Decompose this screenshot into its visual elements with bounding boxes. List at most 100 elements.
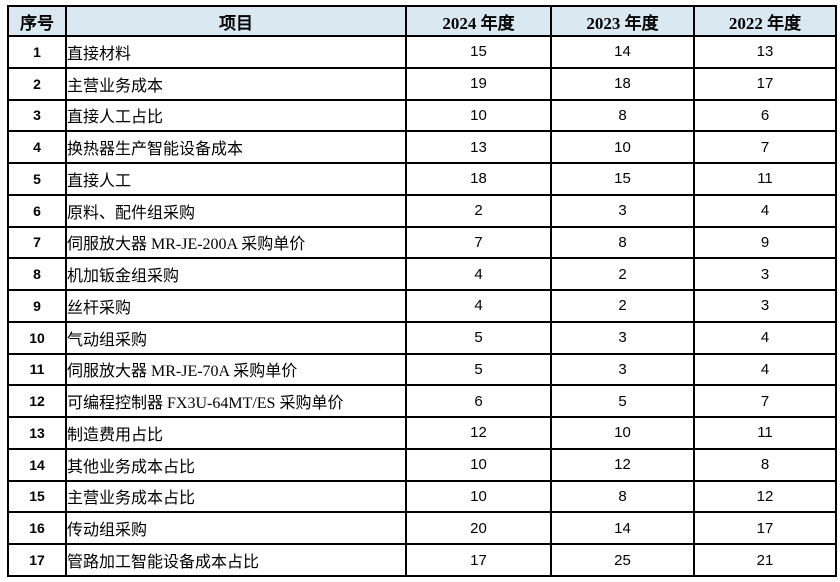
row-index-cell: 5 — [7, 162, 67, 196]
row-index-cell: 9 — [7, 289, 67, 323]
row-index-cell: 10 — [7, 320, 67, 355]
row-index-cell: 16 — [7, 511, 67, 545]
table-row: 10 气动组采购 5 3 4 — [7, 320, 837, 355]
item-name-cell: 直接材料 — [65, 35, 407, 69]
value-2024-cell: 2 — [405, 193, 552, 228]
table-row: 8 机加钣金组采购 4 2 3 — [7, 257, 837, 291]
table-row: 9 丝杆采购 4 2 3 — [7, 289, 837, 323]
value-2024-cell: 5 — [405, 352, 552, 387]
cost-items-table: 序号 项目 2024 年度 2023 年度 2022 年度 1 直接材料 15 14 1… — [7, 5, 837, 577]
row-index-cell: 13 — [7, 416, 67, 450]
value-2023-cell: 10 — [550, 416, 695, 450]
header-cell-2022: 2022 年度 — [693, 5, 837, 37]
value-2022-cell: 17 — [693, 511, 837, 545]
value-2022-cell: 9 — [693, 225, 837, 260]
table-row: 11 伺服放大器 MR-JE-70A 采购单价 5 3 4 — [7, 352, 837, 387]
item-name-cell: 丝杆采购 — [65, 289, 407, 323]
row-index-cell: 1 — [7, 35, 67, 69]
value-2023-cell: 3 — [550, 352, 695, 387]
value-2024-cell: 12 — [405, 416, 552, 450]
table-row: 3 直接人工占比 10 8 6 — [7, 98, 837, 133]
value-2024-cell: 4 — [405, 289, 552, 323]
value-2024-cell: 5 — [405, 320, 552, 355]
value-2022-cell: 3 — [693, 289, 837, 323]
row-index-cell: 8 — [7, 257, 67, 291]
item-name-cell: 主营业务成本占比 — [65, 479, 407, 514]
table-row: 7 伺服放大器 MR-JE-200A 采购单价 7 8 9 — [7, 225, 837, 260]
value-2024-cell: 19 — [405, 66, 552, 101]
table-body: 1 直接材料 15 14 13 2 主营业务成本 19 18 17 3 直接人工占比 10 8 6 4 换热器生… — [7, 35, 837, 577]
row-index-cell: 14 — [7, 447, 67, 482]
value-2024-cell: 20 — [405, 511, 552, 545]
value-2024-cell: 10 — [405, 98, 552, 133]
item-name-cell: 可编程控制器 FX3U-64MT/ES 采购单价 — [65, 384, 407, 418]
table-row: 1 直接材料 15 14 13 — [7, 35, 837, 69]
item-name-cell: 换热器生产智能设备成本 — [65, 130, 407, 164]
item-name-cell: 主营业务成本 — [65, 66, 407, 101]
row-index-cell: 11 — [7, 352, 67, 387]
row-index-cell: 4 — [7, 130, 67, 164]
value-2024-cell: 17 — [405, 543, 552, 577]
table-row: 14 其他业务成本占比 10 12 8 — [7, 447, 837, 482]
table-row: 2 主营业务成本 19 18 17 — [7, 66, 837, 101]
item-name-cell: 制造费用占比 — [65, 416, 407, 450]
row-index-cell: 12 — [7, 384, 67, 418]
value-2024-cell: 6 — [405, 384, 552, 418]
value-2022-cell: 4 — [693, 352, 837, 387]
value-2023-cell: 14 — [550, 511, 695, 545]
value-2022-cell: 13 — [693, 35, 837, 69]
header-cell-index: 序号 — [7, 5, 67, 37]
item-name-cell: 其他业务成本占比 — [65, 447, 407, 482]
value-2022-cell: 8 — [693, 447, 837, 482]
value-2023-cell: 2 — [550, 257, 695, 291]
row-index-cell: 7 — [7, 225, 67, 260]
row-index-cell: 15 — [7, 479, 67, 514]
item-name-cell: 直接人工 — [65, 162, 407, 196]
row-index-cell: 2 — [7, 66, 67, 101]
value-2024-cell: 15 — [405, 35, 552, 69]
table-row: 4 换热器生产智能设备成本 13 10 7 — [7, 130, 837, 164]
value-2024-cell: 13 — [405, 130, 552, 164]
value-2022-cell: 3 — [693, 257, 837, 291]
table-row: 6 原料、配件组采购 2 3 4 — [7, 193, 837, 228]
value-2023-cell: 5 — [550, 384, 695, 418]
value-2023-cell: 8 — [550, 225, 695, 260]
value-2023-cell: 25 — [550, 543, 695, 577]
header-row: 序号 项目 2024 年度 2023 年度 2022 年度 — [7, 5, 837, 37]
table-row: 5 直接人工 18 15 11 — [7, 162, 837, 196]
value-2023-cell: 14 — [550, 35, 695, 69]
value-2023-cell: 12 — [550, 447, 695, 482]
value-2024-cell: 18 — [405, 162, 552, 196]
row-index-cell: 3 — [7, 98, 67, 133]
table-row: 12 可编程控制器 FX3U-64MT/ES 采购单价 6 5 7 — [7, 384, 837, 418]
value-2024-cell: 7 — [405, 225, 552, 260]
item-name-cell: 原料、配件组采购 — [65, 193, 407, 228]
value-2022-cell: 11 — [693, 162, 837, 196]
value-2023-cell: 18 — [550, 66, 695, 101]
header-cell-item: 项目 — [65, 5, 407, 37]
value-2023-cell: 8 — [550, 479, 695, 514]
value-2023-cell: 3 — [550, 320, 695, 355]
value-2022-cell: 21 — [693, 543, 837, 577]
item-name-cell: 传动组采购 — [65, 511, 407, 545]
value-2022-cell: 17 — [693, 66, 837, 101]
item-name-cell: 管路加工智能设备成本占比 — [65, 543, 407, 577]
value-2023-cell: 15 — [550, 162, 695, 196]
value-2023-cell: 10 — [550, 130, 695, 164]
value-2022-cell: 11 — [693, 416, 837, 450]
value-2022-cell: 7 — [693, 384, 837, 418]
item-name-cell: 伺服放大器 MR-JE-70A 采购单价 — [65, 352, 407, 387]
value-2022-cell: 4 — [693, 320, 837, 355]
item-name-cell: 气动组采购 — [65, 320, 407, 355]
table-row: 16 传动组采购 20 14 17 — [7, 511, 837, 545]
table-header: 序号 项目 2024 年度 2023 年度 2022 年度 — [7, 5, 837, 37]
value-2024-cell: 4 — [405, 257, 552, 291]
row-index-cell: 6 — [7, 193, 67, 228]
table-row: 15 主营业务成本占比 10 8 12 — [7, 479, 837, 514]
value-2023-cell: 3 — [550, 193, 695, 228]
value-2023-cell: 2 — [550, 289, 695, 323]
value-2022-cell: 6 — [693, 98, 837, 133]
value-2023-cell: 8 — [550, 98, 695, 133]
row-index-cell: 17 — [7, 543, 67, 577]
